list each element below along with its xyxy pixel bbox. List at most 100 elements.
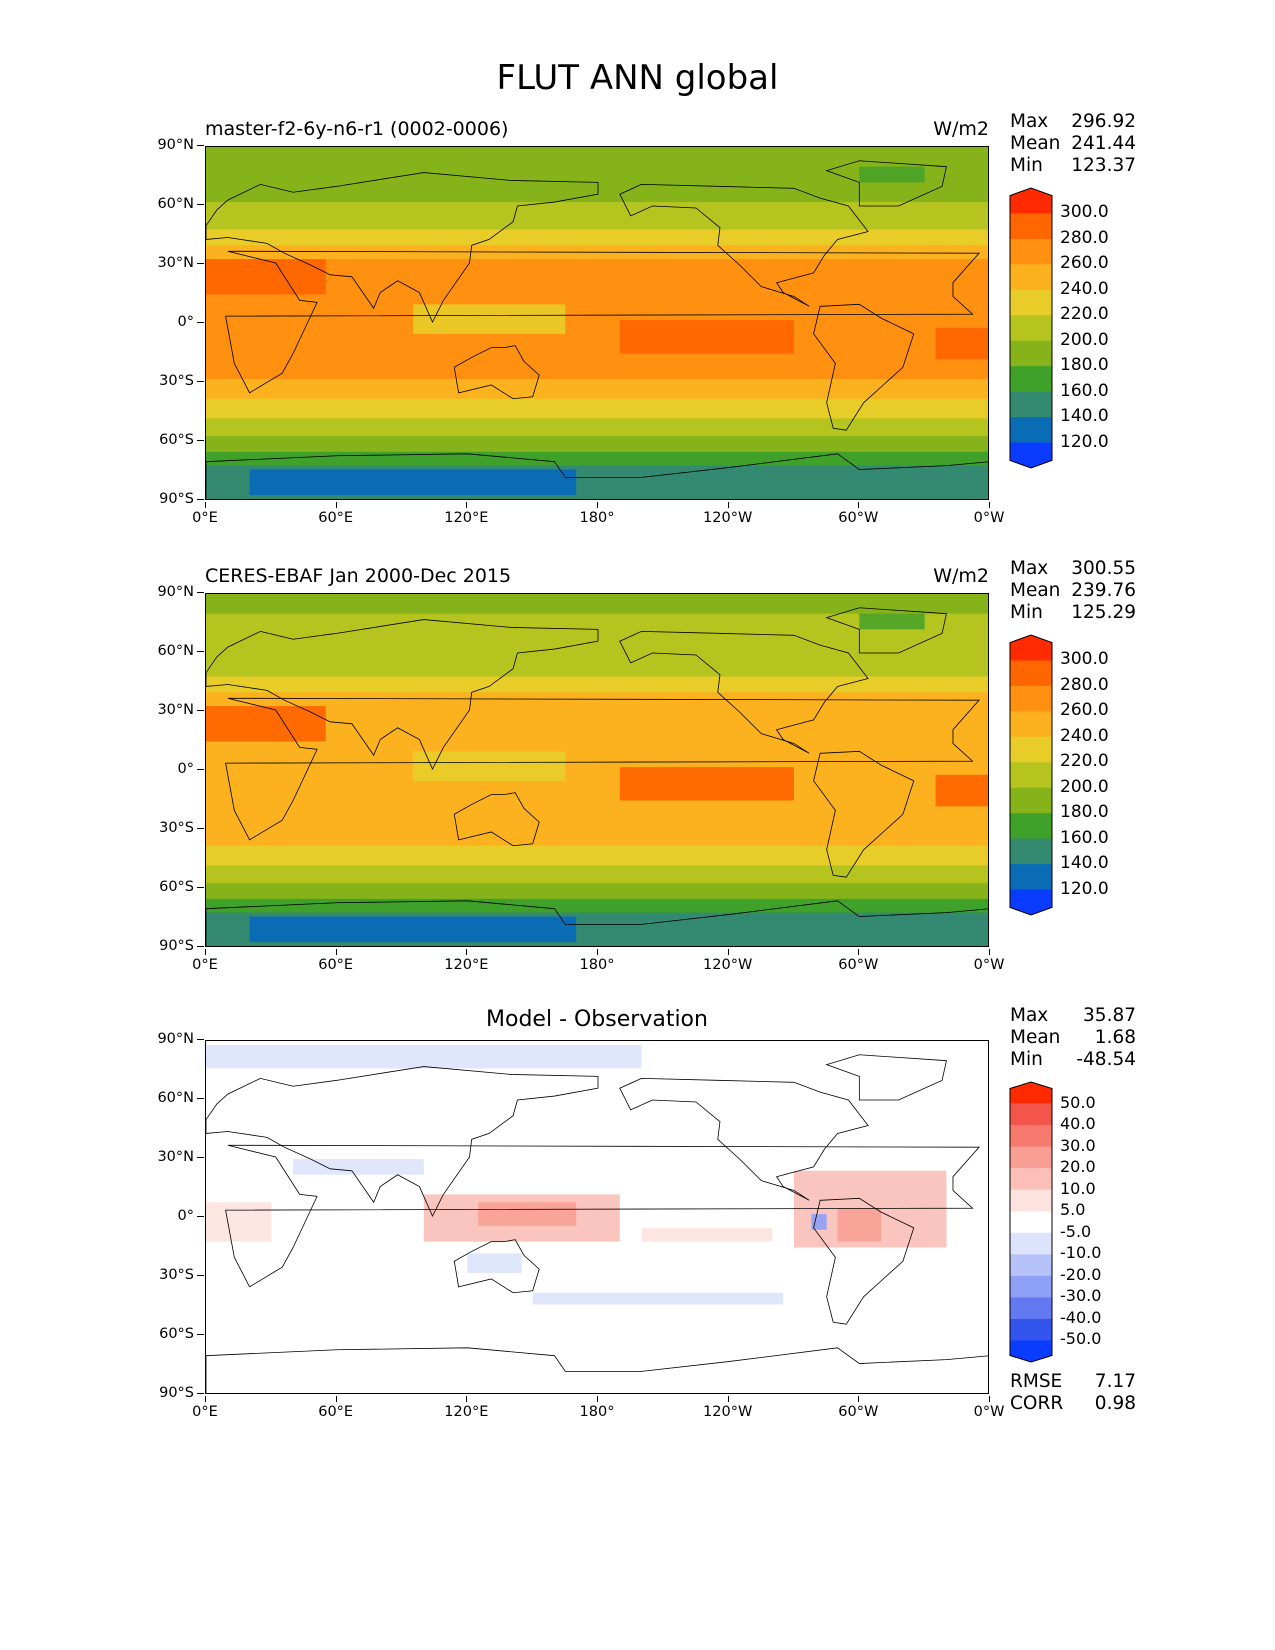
- lon-tick-label: 60°W: [823, 949, 893, 973]
- coastline-greenland: [825, 160, 947, 207]
- positive-anomaly-4: [206, 1202, 272, 1242]
- lat-tick-label: 60°N: [134, 1090, 204, 1106]
- band-0: [206, 594, 988, 615]
- colorbar-segment-8: [1010, 1254, 1052, 1277]
- band-11: [206, 883, 988, 900]
- colorbar-3: [1009, 1081, 1053, 1363]
- colorbar-outline: [1009, 1081, 1053, 1363]
- colorbar-segment-10: [1010, 1297, 1052, 1320]
- colorbar-tick-label: -20.0: [1060, 1264, 1102, 1284]
- coastline-australia: [453, 345, 540, 400]
- colorbar-1: [1009, 187, 1053, 469]
- colorbar-tick-label: 260.0: [1060, 253, 1109, 274]
- stat-label: Min: [1010, 155, 1043, 176]
- map-field-1: [206, 147, 988, 499]
- colorbar-segment-8: [1010, 838, 1052, 865]
- lon-tick-label: 120°W: [693, 502, 763, 526]
- band-7: [206, 794, 988, 827]
- coastline-antarctica: [206, 453, 988, 499]
- warm-region-1: [935, 774, 988, 807]
- colorbar-segment-2: [1010, 1125, 1052, 1148]
- stat-label: RMSE: [1010, 1371, 1063, 1392]
- colorbar-tick-label: 300.0: [1060, 202, 1109, 223]
- lon-tick-label: 0°E: [170, 502, 240, 526]
- band-5: [206, 706, 988, 752]
- stat-min: Min 125.29: [1010, 602, 1136, 624]
- coastline-australia: [453, 792, 540, 847]
- coastline-samerica: [813, 750, 915, 878]
- lon-tick-label: 0°W: [954, 949, 1024, 973]
- stat-corr: CORR 0.98: [1010, 1393, 1136, 1415]
- stats-block: Max 296.92 Mean 241.44 Min 123.37: [1010, 111, 1136, 177]
- lon-tick-label: 0°W: [954, 502, 1024, 526]
- colorbar-segment-4: [1010, 289, 1052, 316]
- lat-tick-label: 30°S: [134, 820, 204, 836]
- lon-tick-label: 180°: [562, 502, 632, 526]
- colorbar-segment-11: [1010, 1318, 1052, 1341]
- lon-tick-label: 180°: [562, 1396, 632, 1420]
- band-6: [206, 304, 988, 349]
- colorbar-segment-5: [1010, 762, 1052, 789]
- lat-tick-label: 90°N: [134, 1031, 204, 1047]
- positive-anomaly-5: [641, 1227, 773, 1242]
- band-10: [206, 418, 988, 437]
- antarctic-plateau-region: [249, 469, 577, 496]
- stat-label: Min: [1010, 602, 1043, 623]
- greenland-cold-region: [859, 166, 925, 183]
- coastline-africa: [225, 1144, 980, 1288]
- band-10: [206, 865, 988, 884]
- stat-label: Mean: [1010, 1027, 1061, 1048]
- stat-label: Mean: [1010, 133, 1061, 154]
- band-8: [206, 826, 988, 847]
- lon-tick-label: 60°E: [301, 502, 371, 526]
- lat-tick-label: 60°S: [134, 432, 204, 448]
- lat-tick-label: 30°S: [134, 1267, 204, 1283]
- colorbar-segment-3: [1010, 711, 1052, 738]
- colorbar-outline: [1009, 187, 1053, 469]
- colorbar-segment-4: [1010, 736, 1052, 763]
- stat-value: 7.17: [1094, 1371, 1136, 1392]
- stat-label: Max: [1010, 111, 1049, 132]
- coastline-namerica: [619, 1077, 869, 1201]
- band-12: [206, 451, 988, 467]
- band-9: [206, 845, 988, 866]
- coastline-antarctica: [206, 900, 988, 946]
- lon-tick-label: 180°: [562, 949, 632, 973]
- stat-value: 239.76: [1071, 580, 1136, 601]
- lat-tick-label: 90°N: [134, 137, 204, 153]
- lon-tick-label: 120°E: [431, 949, 501, 973]
- lon-tick-label: 60°E: [301, 949, 371, 973]
- coastline-africa: [225, 250, 980, 394]
- lat-tick-label: 0°: [134, 1208, 204, 1224]
- stat-mean: Mean 1.68: [1010, 1027, 1136, 1049]
- lon-tick-label: 120°E: [431, 502, 501, 526]
- colorbar-tick-label: 180.0: [1060, 355, 1109, 376]
- stat-rmse: RMSE 7.17: [1010, 1371, 1136, 1393]
- lat-tick-label: 90°S: [134, 491, 204, 507]
- band-12: [206, 898, 988, 914]
- colorbar-segment-10: [1010, 442, 1052, 468]
- lon-tick-label: 0°E: [170, 949, 240, 973]
- colorbar-tick-label: 140.0: [1060, 853, 1109, 874]
- colorbar-segment-10: [1010, 889, 1052, 915]
- lat-tick-label: 90°S: [134, 938, 204, 954]
- lon-tick-label: 0°E: [170, 1396, 240, 1420]
- panel-title: CERES-EBAF Jan 2000-Dec 2015: [205, 565, 512, 587]
- lat-tick-label: 60°S: [134, 879, 204, 895]
- coastline-samerica: [813, 303, 915, 431]
- band-0: [206, 147, 988, 168]
- lon-tick-label: 120°W: [693, 1396, 763, 1420]
- map-plot-1: [205, 146, 989, 500]
- lat-tick-label: 30°S: [134, 373, 204, 389]
- lat-tick-label: 60°S: [134, 1326, 204, 1342]
- band-3: [206, 676, 988, 693]
- band-3: [206, 229, 988, 246]
- colorbar-segment-9: [1010, 417, 1052, 443]
- stat-min: Min -48.54: [1010, 1049, 1136, 1071]
- colorbar-segment-9: [1010, 864, 1052, 890]
- negative-anomaly-3: [293, 1159, 424, 1175]
- lon-tick-label: 0°W: [954, 1396, 1024, 1420]
- band-8: [206, 379, 988, 400]
- lon-tick-label: 60°W: [823, 502, 893, 526]
- colorbar-tick-label: 5.0: [1060, 1200, 1086, 1220]
